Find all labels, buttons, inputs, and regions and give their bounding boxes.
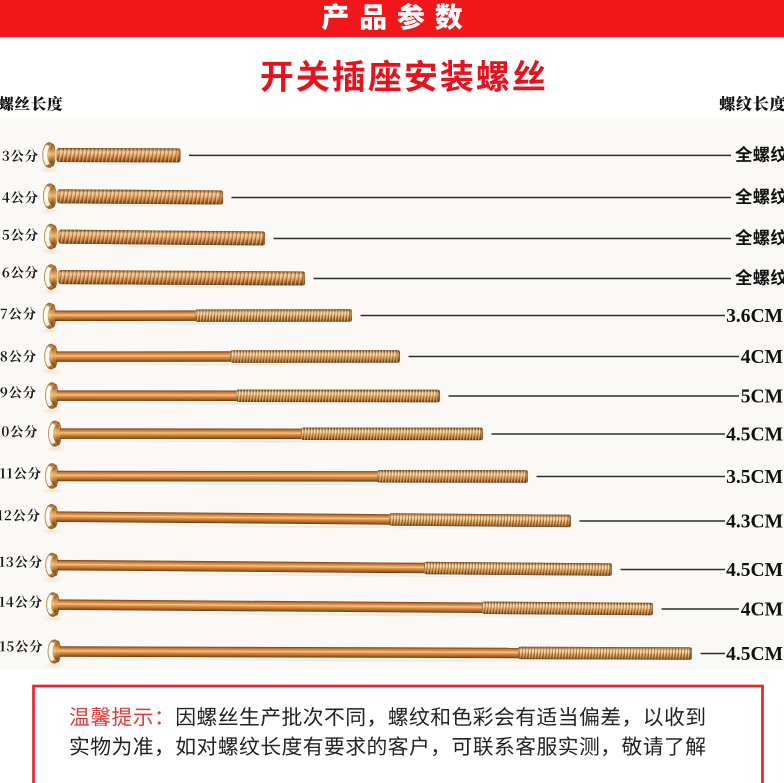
svg-text:3.5CM: 3.5CM <box>726 467 783 488</box>
svg-text:3.6CM: 3.6CM <box>726 306 783 327</box>
svg-text:4CM: 4CM <box>741 347 783 368</box>
svg-text:4.5CM: 4.5CM <box>726 560 783 581</box>
svg-text:4.5CM: 4.5CM <box>726 644 783 665</box>
svg-text:5CM: 5CM <box>741 386 783 407</box>
svg-text:4CM: 4CM <box>741 599 783 620</box>
svg-text:4.5CM: 4.5CM <box>726 424 783 445</box>
svg-text:4.3CM: 4.3CM <box>726 511 783 532</box>
